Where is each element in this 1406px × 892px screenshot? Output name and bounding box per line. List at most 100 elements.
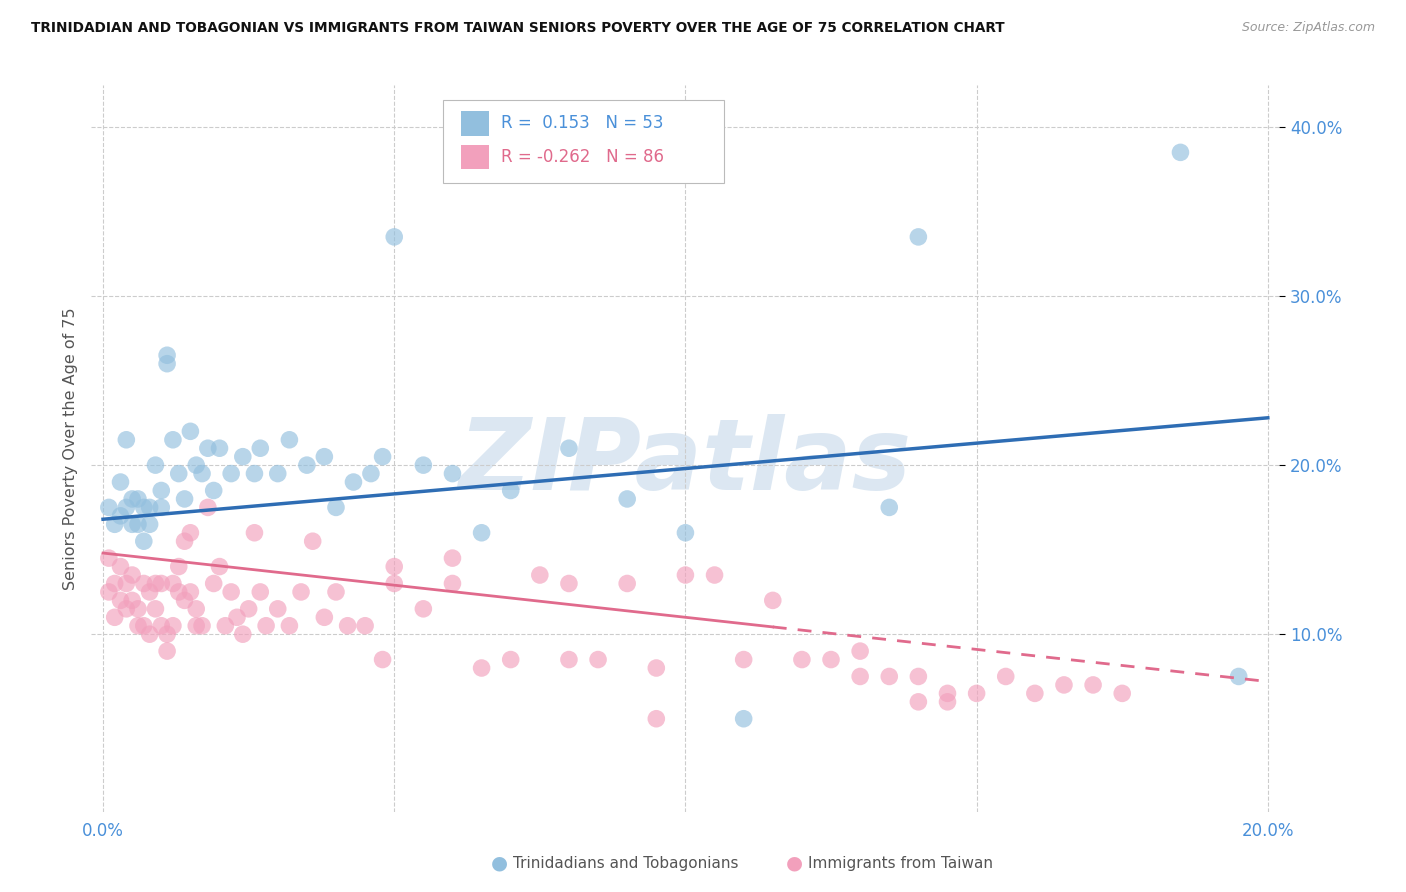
Point [790,652,813,666]
Point [127,491,149,506]
Point [733,712,755,726]
Point [243,467,266,481]
Text: R =  0.153   N = 53: R = 0.153 N = 53 [501,114,664,132]
Point [191,619,214,633]
Point [936,695,959,709]
Point [186,602,208,616]
Text: ●: ● [786,854,803,873]
Point [849,644,872,658]
Point [150,619,173,633]
Point [371,652,394,666]
Point [820,652,842,666]
Point [1227,669,1250,683]
Point [325,585,347,599]
Point [243,525,266,540]
Point [127,619,149,633]
Point [173,593,195,607]
Point [110,559,132,574]
Point [167,559,190,574]
Point [186,619,208,633]
Point [645,712,668,726]
Point [314,610,336,624]
Point [150,483,173,498]
Point [673,568,696,582]
Point [214,619,236,633]
Point [132,619,155,633]
Point [877,500,900,515]
Point [232,627,254,641]
Point [1111,686,1133,700]
Point [162,576,184,591]
Point [586,652,609,666]
Point [191,467,214,481]
Point [907,230,929,244]
Point [197,442,219,455]
Point [145,602,167,616]
Text: ●: ● [491,854,508,873]
Point [966,686,988,700]
Text: ZIPatlas: ZIPatlas [458,414,912,511]
Point [132,500,155,515]
Point [278,619,301,633]
Point [1024,686,1046,700]
Point [558,652,581,666]
Point [110,593,132,607]
Point [441,551,464,566]
Point [162,433,184,447]
Point [336,619,359,633]
Point [121,568,143,582]
Point [97,500,120,515]
Point [499,483,522,498]
Point [441,467,464,481]
Point [703,568,725,582]
Point [301,534,323,549]
Point [529,568,551,582]
Text: R = -0.262   N = 86: R = -0.262 N = 86 [501,148,664,166]
Point [132,576,155,591]
Point [249,585,271,599]
Point [219,585,242,599]
Point [145,576,167,591]
Point [219,467,242,481]
Point [360,467,382,481]
Point [179,425,201,439]
Point [558,576,581,591]
Point [907,669,929,683]
Point [441,576,464,591]
Point [499,652,522,666]
Point [1170,145,1192,160]
Point [150,500,173,515]
Point [936,686,959,700]
Text: TRINIDADIAN AND TOBAGONIAN VS IMMIGRANTS FROM TAIWAN SENIORS POVERTY OVER THE AG: TRINIDADIAN AND TOBAGONIAN VS IMMIGRANTS… [31,21,1004,36]
Point [1053,678,1076,692]
Point [167,585,190,599]
Point [104,517,127,532]
Point [762,593,785,607]
Point [314,450,336,464]
Point [238,602,260,616]
Point [173,491,195,506]
Point [232,450,254,464]
Point [645,661,668,675]
Point [121,517,143,532]
Point [202,576,225,591]
Point [295,458,318,472]
Point [97,551,120,566]
Point [907,695,929,709]
Point [290,585,312,599]
Point [127,517,149,532]
Point [471,525,494,540]
Point [110,508,132,523]
Point [186,458,208,472]
Point [877,669,900,683]
Point [167,467,190,481]
Text: Immigrants from Taiwan: Immigrants from Taiwan [808,856,994,871]
Point [121,491,143,506]
Point [132,534,155,549]
Point [733,652,755,666]
Point [558,442,581,455]
Point [1081,678,1104,692]
Point [145,458,167,472]
Point [202,483,225,498]
Point [673,525,696,540]
